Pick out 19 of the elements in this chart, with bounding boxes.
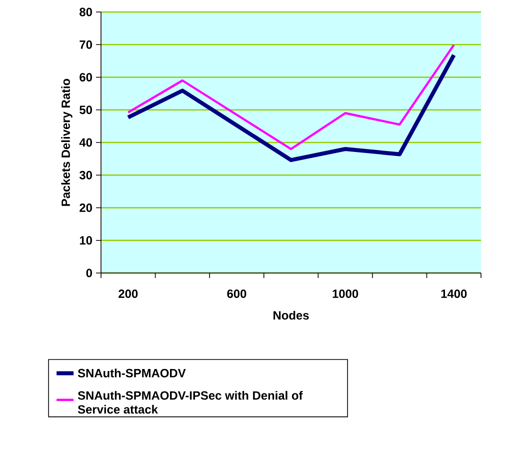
y-tick-label: 30 [79,170,92,180]
y-tick-label: 70 [80,40,92,49]
legend-label: SNAuth-SPMAODV [78,368,186,378]
y-tick-label: 10 [80,236,92,245]
y-tick-label: 0 [86,268,92,278]
y-tick-label: 80 [80,8,92,16]
y-tick-label: 20 [80,204,92,212]
y-tick-label: 60 [80,73,92,82]
y-tick-label: 50 [80,106,92,114]
x-tick-label: 1000 [332,290,358,298]
y-axis-title: Packets Delivery Ratio [61,78,72,206]
line-series [127,44,455,150]
x-axis-title: Nodes [274,310,309,320]
x-tick-label: 200 [118,290,138,298]
line-series [126,53,456,162]
y-tick-label: 40 [79,138,92,147]
x-tick-label: 600 [227,290,246,298]
x-tick-label: 1400 [441,290,467,298]
legend-label: SNAuth-SPMAODV-IPSec with Denial of Service attack [78,390,303,414]
